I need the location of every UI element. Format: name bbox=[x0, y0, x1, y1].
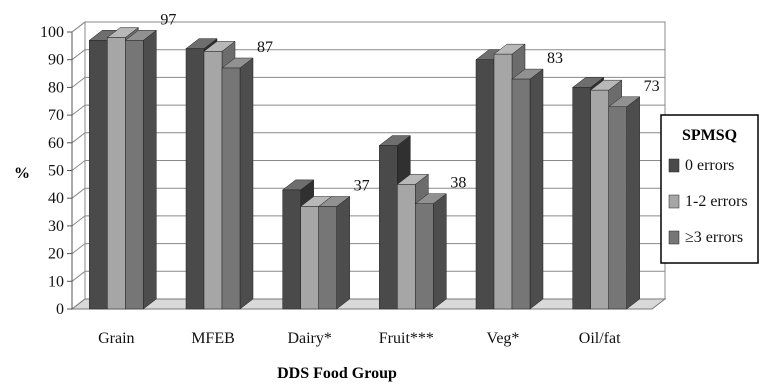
bar-front bbox=[379, 145, 398, 310]
data-label: 73 bbox=[644, 78, 660, 95]
y-tick-label: 70 bbox=[48, 107, 64, 124]
bar-side bbox=[336, 196, 350, 310]
legend-title: SPMSQ bbox=[682, 127, 737, 144]
data-label: 38 bbox=[450, 175, 466, 192]
y-tick-label: 10 bbox=[48, 273, 64, 290]
gridline-side bbox=[71, 243, 86, 254]
data-label: 83 bbox=[547, 50, 563, 67]
bar-front bbox=[125, 40, 144, 310]
gridline-side bbox=[71, 160, 86, 171]
legend-item: 0 errors bbox=[668, 157, 734, 174]
bar-front bbox=[282, 189, 301, 310]
bar-side bbox=[529, 68, 544, 310]
bar-front bbox=[493, 53, 513, 310]
gridline-side bbox=[71, 77, 86, 88]
legend: SPMSQ 0 errors 1-2 errors ≥3 errors bbox=[660, 114, 759, 264]
y-tick-label: 20 bbox=[48, 246, 64, 263]
gridline-side bbox=[71, 270, 86, 282]
legend-label: 1-2 errors bbox=[685, 193, 748, 210]
data-labels: 97 87 37 38 83 73 bbox=[160, 11, 659, 194]
legend-label: 0 errors bbox=[685, 157, 734, 174]
y-tick-labels: 0 10 20 30 40 50 60 70 80 90 100 bbox=[40, 24, 73, 318]
bar-side bbox=[433, 193, 447, 310]
grid-lines bbox=[71, 21, 665, 282]
gridline-side bbox=[71, 132, 86, 144]
bar-front bbox=[415, 203, 434, 310]
category-label: Oil/fat bbox=[579, 330, 621, 347]
category-label: Fruit*** bbox=[379, 330, 434, 347]
bars bbox=[88, 27, 641, 310]
bar-front bbox=[185, 48, 205, 310]
bar-front bbox=[300, 206, 319, 310]
bar bbox=[317, 196, 351, 310]
category-label: Dairy* bbox=[287, 330, 331, 347]
gridline-side bbox=[71, 104, 86, 116]
category-label: MFEB bbox=[191, 330, 235, 347]
bar-side bbox=[143, 29, 157, 310]
gridline-side bbox=[71, 215, 86, 227]
bar bbox=[607, 96, 641, 310]
bar-front bbox=[203, 51, 223, 310]
bar-front bbox=[318, 206, 337, 310]
category-labels: Grain MFEB Dairy* Fruit*** Veg* Oil/fat bbox=[98, 330, 621, 347]
legend-item: 1-2 errors bbox=[668, 193, 748, 210]
bar-front bbox=[89, 40, 108, 310]
bar-front bbox=[572, 87, 591, 310]
bar-side bbox=[626, 96, 640, 310]
bar bbox=[511, 68, 544, 310]
bar-front bbox=[590, 89, 609, 310]
bar bbox=[414, 193, 448, 310]
legend-swatch bbox=[668, 194, 680, 209]
data-label: 97 bbox=[160, 11, 176, 28]
y-tick-label: 30 bbox=[48, 218, 64, 235]
bar-front bbox=[475, 59, 495, 310]
legend-swatch bbox=[668, 230, 680, 245]
category-label: Grain bbox=[98, 330, 134, 347]
data-label: 87 bbox=[257, 39, 273, 56]
y-tick-label: 80 bbox=[48, 79, 64, 96]
bar bbox=[221, 57, 254, 310]
bar-front bbox=[107, 37, 126, 310]
x-axis-label: DDS Food Group bbox=[277, 365, 397, 382]
y-tick-label: 90 bbox=[48, 52, 64, 69]
legend-item: ≥3 errors bbox=[668, 229, 743, 246]
category-label: Veg* bbox=[487, 330, 520, 347]
bar-front bbox=[511, 78, 531, 310]
data-label: 37 bbox=[354, 178, 370, 195]
gridline-side bbox=[71, 21, 86, 33]
y-tick-label: 0 bbox=[56, 301, 64, 318]
bar-side bbox=[239, 57, 254, 310]
y-axis-label: % bbox=[14, 165, 30, 182]
y-tick-label: 50 bbox=[48, 163, 64, 180]
gridline-side bbox=[71, 49, 86, 61]
y-tick-label: 40 bbox=[48, 190, 64, 207]
y-tick-label: 60 bbox=[48, 135, 64, 152]
legend-label: ≥3 errors bbox=[685, 229, 743, 246]
legend-swatch bbox=[668, 158, 680, 173]
bar-front bbox=[608, 106, 627, 310]
y-tick-label: 100 bbox=[40, 24, 64, 41]
gridline-side bbox=[71, 187, 86, 199]
bar-front bbox=[221, 67, 241, 310]
bar bbox=[124, 29, 158, 310]
bar-front bbox=[397, 184, 416, 310]
